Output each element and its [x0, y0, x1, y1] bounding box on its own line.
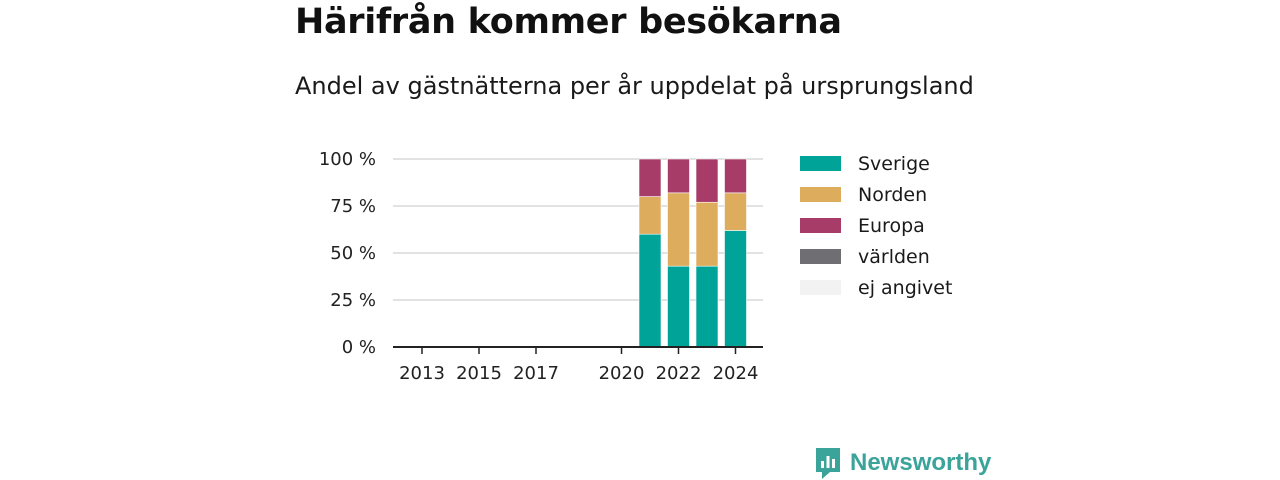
bar-segment: [667, 158, 690, 194]
y-tick-label: 25 %: [330, 290, 376, 311]
chart-subtitle: Andel av gästnätterna per år uppdelat på…: [295, 72, 974, 100]
bar-segment: [667, 192, 690, 267]
y-tick-label: 75 %: [330, 196, 376, 217]
brand-name: Newsworthy: [850, 449, 992, 476]
legend-label: världen: [858, 245, 930, 268]
bar-segment: [724, 230, 747, 348]
bar-segment: [667, 265, 690, 348]
bar-segment: [695, 201, 719, 267]
legend: Sverige Norden Europa världen ej angivet: [800, 148, 952, 303]
bar-segment: [724, 158, 747, 194]
legend-swatch: [800, 187, 841, 202]
bars: [638, 158, 747, 348]
y-tick-label: 0 %: [342, 337, 376, 358]
legend-swatch: [800, 249, 841, 264]
bar-segment: [724, 192, 747, 231]
y-tick-label: 100 %: [319, 149, 376, 170]
bar-segment: [638, 158, 662, 197]
newsworthy-logo-icon: [816, 448, 840, 479]
axes: [393, 346, 763, 354]
legend-label: ej angivet: [858, 276, 953, 299]
x-tick-label: 2024: [713, 363, 759, 384]
y-tick-label: 50 %: [330, 243, 376, 264]
bar-segment: [695, 265, 719, 348]
x-tick-label: 2015: [456, 363, 502, 384]
legend-label: Europa: [858, 214, 925, 237]
bar-segment: [695, 158, 719, 203]
chart-title: Härifrån kommer besökarna: [295, 2, 842, 42]
legend-label: Norden: [858, 183, 928, 206]
bar-segment: [638, 196, 662, 235]
bar-segment: [638, 233, 662, 348]
legend-item: världen: [800, 241, 952, 272]
x-tick-label: 2017: [513, 363, 559, 384]
legend-label: Sverige: [858, 152, 930, 175]
brand: Newsworthy: [814, 446, 991, 480]
legend-item: ej angivet: [800, 272, 952, 303]
legend-item: Sverige: [800, 148, 952, 179]
tick-labels: 100 % 75 % 50 % 25 % 0 % 2013 2015 2017 2020 2022…: [319, 149, 759, 384]
x-tick-label: 2013: [399, 363, 445, 384]
x-tick-label: 2020: [599, 363, 645, 384]
legend-swatch: [800, 280, 841, 295]
legend-item: Norden: [800, 179, 952, 210]
legend-item: Europa: [800, 210, 952, 241]
legend-swatch: [800, 156, 841, 171]
x-tick-label: 2022: [656, 363, 702, 384]
legend-swatch: [800, 218, 841, 233]
